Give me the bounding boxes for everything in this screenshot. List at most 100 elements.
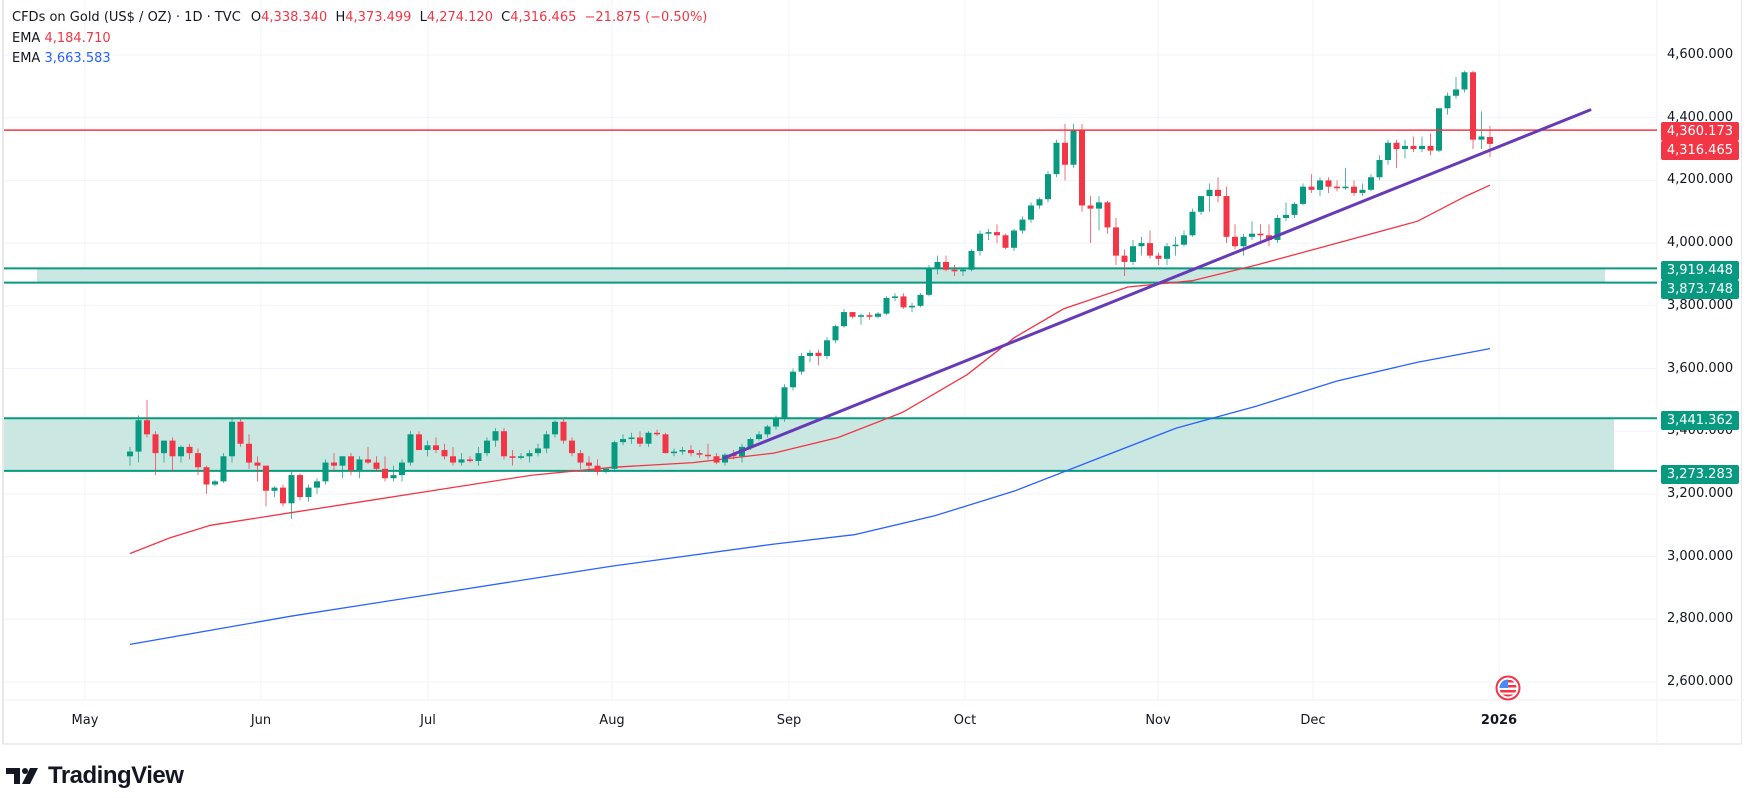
price-tick-label: 3,600.000 <box>1667 360 1734 376</box>
candle-down <box>1147 243 1153 256</box>
candle-down <box>246 443 252 463</box>
candle-down <box>144 420 150 435</box>
candle-up <box>1019 219 1026 231</box>
chart-panel[interactable]: CFDs on Gold (US$ / OZ) · 1D · TVC O4,33… <box>2 0 1744 745</box>
candle-up <box>475 453 482 461</box>
candle-up <box>1011 230 1017 248</box>
candle-down <box>1470 72 1476 140</box>
candle-down <box>705 454 711 457</box>
candle-down <box>450 456 456 463</box>
candle-up <box>288 475 295 504</box>
candle-down <box>280 487 286 504</box>
candle-down <box>1215 189 1221 197</box>
candle-down <box>849 312 856 317</box>
candle-up <box>832 326 839 341</box>
candle-up <box>892 296 898 298</box>
candle-up <box>518 456 524 458</box>
candle-up <box>909 305 915 308</box>
candle-down <box>1410 145 1417 150</box>
candle-down <box>348 456 354 471</box>
candle-up <box>841 312 847 327</box>
candle-down <box>1155 255 1162 259</box>
candle-up <box>781 387 788 419</box>
candle-up <box>1130 246 1136 262</box>
candle-up <box>552 421 558 435</box>
candle-down <box>594 465 601 472</box>
candle-up <box>484 440 490 454</box>
price-tag-red: 4,360.173 <box>1661 121 1739 141</box>
candle-up <box>917 294 924 306</box>
candle-up <box>492 431 499 441</box>
time-tick-label: Nov <box>1145 713 1171 728</box>
candle-up <box>1164 246 1170 259</box>
candle-up <box>399 462 405 476</box>
candle-up <box>1028 205 1034 220</box>
candle-down <box>1334 186 1340 189</box>
candle-up <box>1181 235 1187 245</box>
candle-up <box>322 462 329 482</box>
candle-up <box>1070 130 1077 165</box>
candle-up <box>1478 136 1485 140</box>
candle-down <box>688 450 694 454</box>
candle-down <box>1104 202 1111 228</box>
candle-up <box>390 475 397 479</box>
candle-down <box>1351 186 1357 193</box>
candle-down <box>654 432 660 435</box>
candle-up <box>1240 236 1247 247</box>
candle-up <box>458 459 465 463</box>
candle-up <box>756 434 762 440</box>
ema-fast-line <box>129 184 1491 555</box>
ema-slow-value: 3,663.583 <box>44 51 111 66</box>
candle-up <box>968 250 975 270</box>
candle-up <box>1206 189 1213 197</box>
price-tick-label: 4,400.000 <box>1667 109 1734 125</box>
candle-up <box>535 448 541 454</box>
us-flag-economic-event-icon[interactable] <box>1495 675 1521 701</box>
candle-down <box>1487 137 1493 144</box>
ema-fast-legend[interactable]: EMA 4,184.710 <box>12 29 111 48</box>
ema-slow-name: EMA <box>12 51 41 66</box>
price-tick-label: 4,200.000 <box>1667 172 1734 188</box>
price-tag-green: 3,441.362 <box>1661 410 1739 430</box>
candle-down <box>1257 233 1264 236</box>
candle-down <box>365 459 371 463</box>
candle-up <box>603 468 609 472</box>
candle-up <box>1376 160 1383 178</box>
candle-up <box>824 340 830 356</box>
candle-down <box>331 462 337 466</box>
candle-up <box>985 232 992 234</box>
symbol-title[interactable]: CFDs on Gold (US$ / OZ) · 1D · TVC <box>12 10 241 25</box>
candle-up <box>339 456 346 466</box>
candle-down <box>1062 142 1068 165</box>
price-tag-red: 4,316.465 <box>1661 140 1739 160</box>
candle-up <box>671 451 677 454</box>
candle-up <box>773 418 779 427</box>
candle-down <box>195 453 201 468</box>
low-key: L <box>419 10 427 25</box>
candle-up <box>1198 196 1204 212</box>
ema-slow-legend[interactable]: EMA 3,663.583 <box>12 49 111 68</box>
candle-down <box>1325 180 1332 187</box>
candle-up <box>620 439 626 443</box>
candle-up <box>1138 243 1145 247</box>
candle-up <box>1419 145 1425 150</box>
candle-up <box>883 297 890 314</box>
candle-up <box>1402 145 1408 150</box>
price-tag-green: 3,273.283 <box>1661 464 1739 484</box>
tradingview-logo-icon <box>6 768 38 784</box>
candle-down <box>1232 236 1238 247</box>
candle-down <box>501 431 507 457</box>
candle-up <box>747 439 754 447</box>
candle-up <box>1283 214 1289 219</box>
time-tick-label: Sep <box>776 713 802 728</box>
time-tick-label: May <box>71 713 99 728</box>
candle-up <box>1274 218 1281 240</box>
price-chart[interactable] <box>4 0 1744 745</box>
tradingview-logo[interactable]: TradingView <box>6 762 184 789</box>
candle-down <box>1393 142 1400 150</box>
high-value: 4,373.499 <box>345 10 412 25</box>
candle-down <box>951 269 958 272</box>
candle-down <box>662 434 669 454</box>
candle-down <box>203 467 210 485</box>
candle-up <box>1249 233 1255 237</box>
